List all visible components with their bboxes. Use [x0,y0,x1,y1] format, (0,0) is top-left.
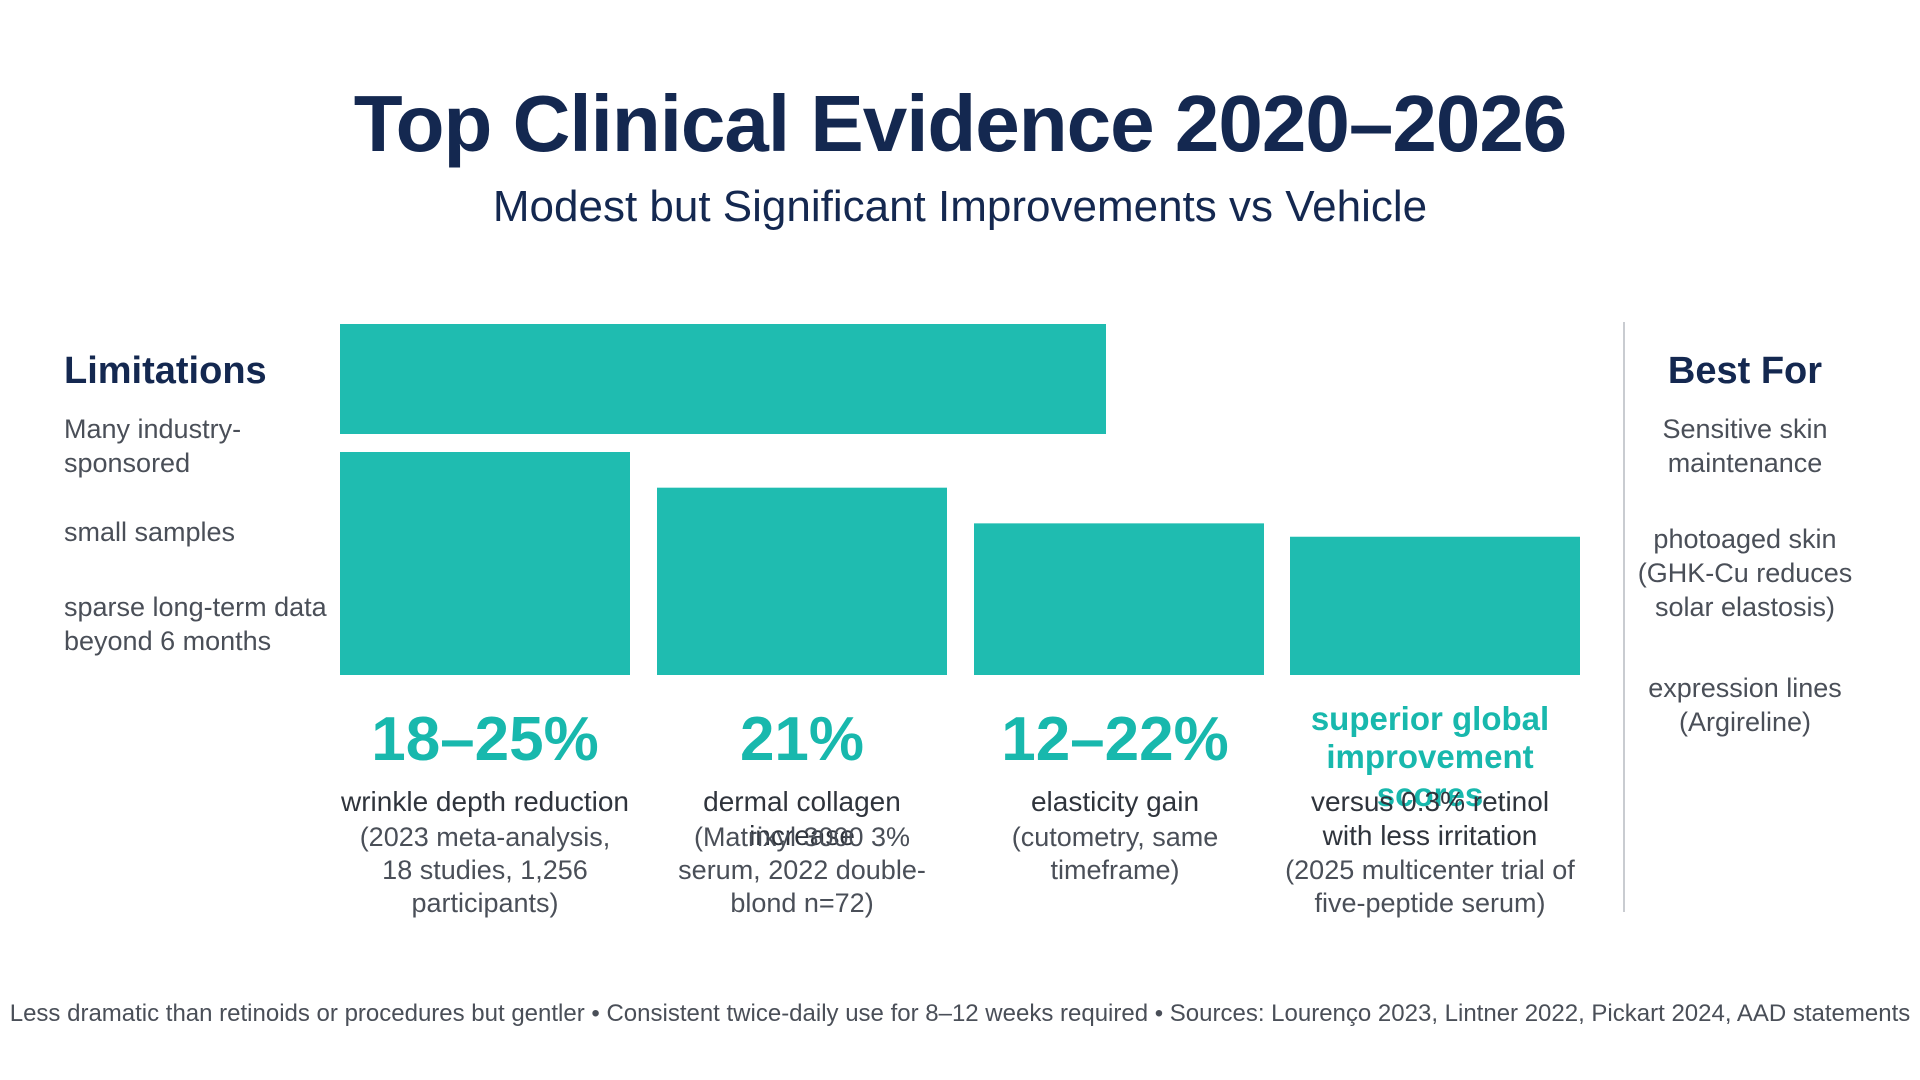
best-for-heading: Best For [1667,350,1823,392]
top-band-bar [340,324,1106,434]
stat-label: dermal collagen increase [703,786,901,851]
page-subtitle: Modest but Significant Improvements vs V… [492,182,1428,231]
bar-4 [1290,536,1580,675]
stat-value: 21% [739,705,865,774]
bar-2 [657,487,947,675]
stat-value: 12–22% [1001,705,1229,774]
stat-detail: (2023 meta-analysis, 18 studies, 1,256 p… [359,822,611,918]
best-for-item: photoaged skin (GHK-Cu reduces solar ela… [1637,524,1853,622]
best-for-item: Sensitive skin maintenance [1662,414,1828,478]
best-for-item: expression lines (Argireline) [1648,673,1842,737]
stat-detail: (Matrixyl 3000 3% serum, 2022 double-blo… [678,822,926,918]
page-title: Top Clinical Evidence 2020–2026 [353,79,1568,168]
limitation-item: Many industry-sponsored [64,414,242,478]
limitation-item: sparse long-term data beyond 6 months [64,592,327,656]
limitation-item: small samples [64,517,236,547]
stat-value: 18–25% [371,705,599,774]
stat-label: elasticity gain [1030,786,1200,817]
bar-1 [340,452,630,675]
stat-detail: (2025 multicenter trial of five-peptide … [1285,855,1575,918]
stat-detail: (cutometry, same timeframe) [1011,822,1219,885]
bar-3 [974,523,1264,675]
footer-note: Less dramatic than retinoids or procedur… [9,1000,1911,1027]
limitations-heading: Limitations [64,350,267,392]
stat-label: versus 0.3% retinol with less irritation [1310,786,1550,851]
divider-line [1623,322,1625,912]
stat-label: wrinkle depth reduction [341,786,629,817]
stat-value: superior global improvement scores [1310,700,1550,813]
